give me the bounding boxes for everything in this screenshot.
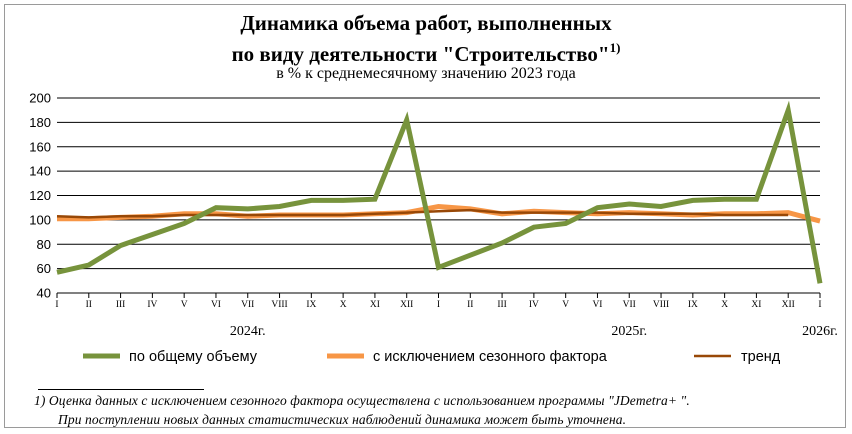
series-line-trend [56,208,789,219]
chart-title-line1: Динамика объема работ, выполненных [240,11,612,35]
series-line-total [56,100,823,284]
footnote-divider [38,389,204,390]
legend-label-trend: тренд [741,349,781,365]
x-tick-label: XI [751,300,761,310]
x-tick-label: XII [782,300,795,310]
x-tick-label: VII [241,300,254,310]
x-tick-label: I [55,300,58,310]
chart-title-line2-text: по виду деятельности "Строительство" [231,42,610,66]
x-tick-label: X [340,300,347,310]
footnote-line1: 1) Оценка данных с исключением сезонного… [34,393,690,408]
x-tick-label: IX [688,300,698,310]
x-tick-label: I [818,300,821,310]
y-tick-label: 120 [29,188,51,203]
y-tick-label: 60 [37,261,51,276]
x-tick-label: VIII [653,300,669,310]
y-tick-label: 200 [29,91,51,106]
x-tick-label: VIII [271,300,287,310]
x-tick-label: XII [400,300,413,310]
x-tick-label: IX [306,300,316,310]
year-label: 2024г. [230,324,266,339]
y-tick-label: 80 [37,237,51,252]
year-label: 2025г. [611,324,647,339]
x-tick-label: III [116,300,126,310]
y-tick-label: 180 [29,115,51,130]
x-tick-label: V [562,300,569,310]
x-tick-label: XI [370,300,380,310]
x-tick-label: II [467,300,473,310]
y-tick-label: 40 [37,286,51,301]
x-tick-label: IV [529,300,539,310]
x-tick-label: I [437,300,440,310]
x-tick-label: II [86,300,92,310]
x-tick-label: V [181,300,188,310]
footnote-line2: При поступлении новых данных статистичес… [58,412,627,427]
title-footnote-mark: 1) [609,40,621,55]
y-tick-label: 140 [29,164,51,179]
x-tick-label: IV [147,300,157,310]
chart-title-line2: по виду деятельности "Строительство"1) [0,36,852,66]
year-label: 2026г. [802,324,838,339]
x-tick-label: III [497,300,507,310]
x-tick-label: VI [592,300,602,310]
x-tick-label: VI [211,300,221,310]
y-tick-label: 100 [29,212,51,227]
x-tick-label: VII [623,300,636,310]
chart-frame [4,4,846,428]
y-tick-label: 160 [29,139,51,154]
x-tick-label: X [721,300,728,310]
legend-label-total: по общему объему [129,349,258,365]
chart-subtitle: в % к среднемесячному значению 2023 года [276,65,576,82]
legend-label-seasonal: с исключением сезонного фактора [373,349,608,365]
